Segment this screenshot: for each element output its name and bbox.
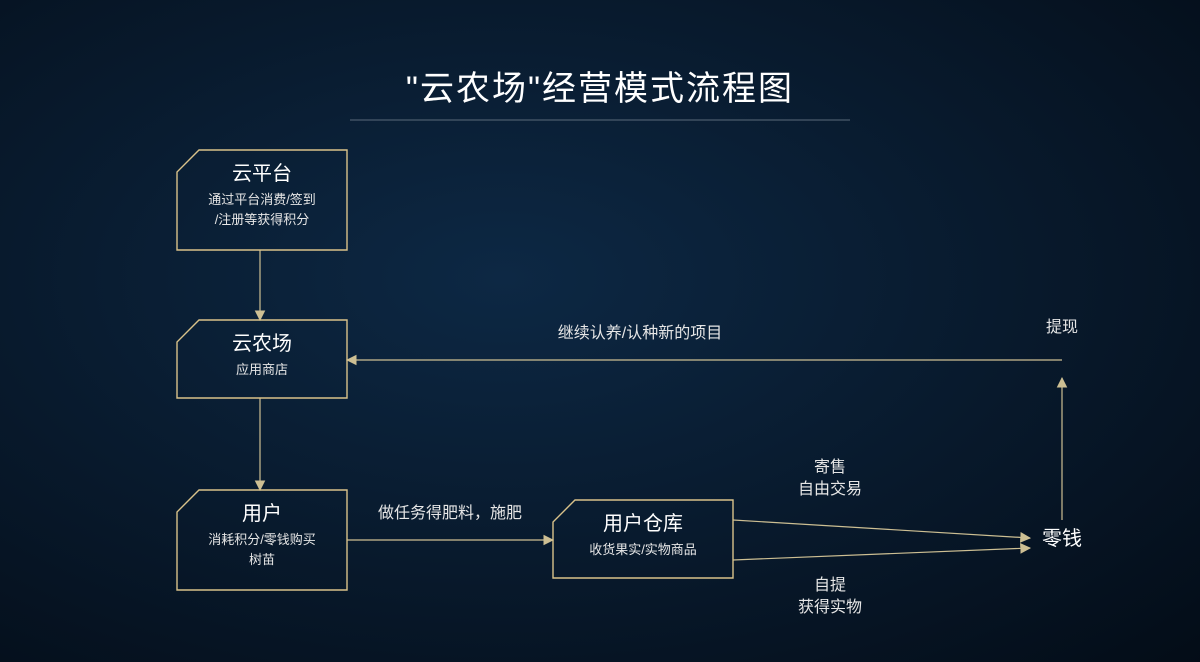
node-title-user: 用户	[242, 502, 282, 525]
edge-label-e6: 继续认养/认种新的项目	[558, 324, 722, 342]
edge-label-e3: 做任务得肥料，施肥	[378, 504, 522, 522]
flowchart-svg: "云农场"经营模式流程图做任务得肥料，施肥 寄售自由交易自提获得实物 提现 继续认养/…	[0, 0, 1200, 662]
edge-label-e4b-0: 自提	[814, 576, 846, 594]
edge-label-e4a-0: 寄售	[814, 458, 846, 476]
edge-label-e4a-1: 自由交易	[798, 480, 862, 498]
node-title-cloud_platform: 云平台	[232, 162, 292, 185]
diagram-stage: "云农场"经营模式流程图做任务得肥料，施肥 寄售自由交易自提获得实物 提现 继续认养/…	[0, 0, 1200, 662]
textnode-money: 零钱	[1042, 527, 1082, 550]
node-sub-user-1: 树苗	[249, 552, 275, 567]
edge-label-e4b-1: 获得实物	[798, 598, 862, 616]
node-sub-warehouse-0: 收货果实/实物商品	[589, 542, 697, 557]
node-sub-user-0: 消耗积分/零钱购买	[208, 532, 316, 547]
node-sub-cloud_platform-1: /注册等获得积分	[215, 212, 310, 227]
node-sub-cloud_platform-0: 通过平台消费/签到	[208, 192, 316, 207]
node-title-warehouse: 用户仓库	[603, 512, 683, 535]
node-sub-cloud_farm-0: 应用商店	[236, 362, 288, 377]
page-title: "云农场"经营模式流程图	[406, 70, 794, 108]
node-title-cloud_farm: 云农场	[232, 332, 292, 355]
edge-label-e5: 提现	[1046, 318, 1078, 336]
